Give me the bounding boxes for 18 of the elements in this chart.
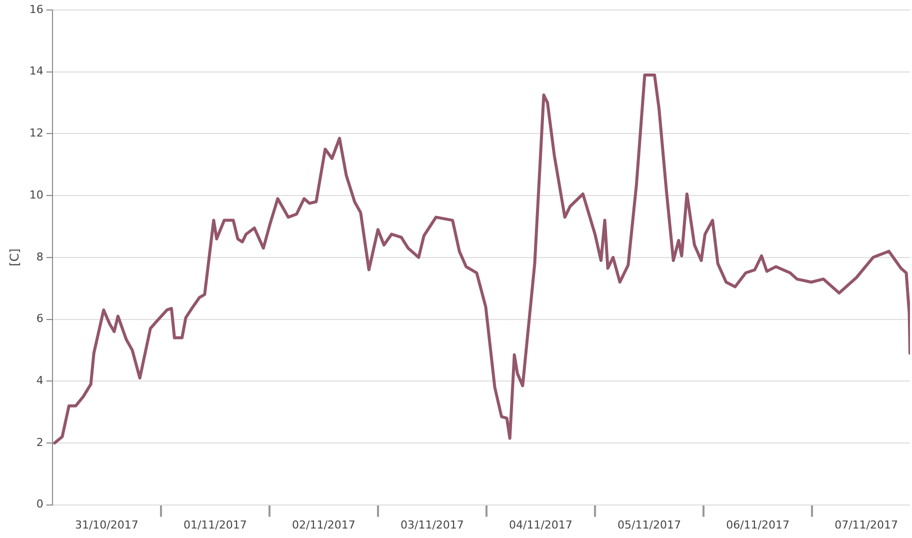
x-tick-label: 01/11/2017 <box>183 518 247 532</box>
y-axis-title: [C] <box>7 248 22 266</box>
y-tick-label: 16 <box>29 2 44 16</box>
y-tick-label: 14 <box>29 64 44 78</box>
x-tick-label: 06/11/2017 <box>726 518 790 532</box>
y-tick-label: 6 <box>36 312 44 326</box>
y-tick-label: 10 <box>29 188 44 202</box>
x-tick-label: 07/11/2017 <box>834 518 898 532</box>
x-tick-label: 05/11/2017 <box>618 518 681 532</box>
y-tick-label: 0 <box>36 498 44 511</box>
x-tick-label: 04/11/2017 <box>509 518 572 532</box>
y-tick-label: 12 <box>29 126 44 140</box>
x-tick-label: 03/11/2017 <box>400 518 464 532</box>
x-tick-label: 31/10/2017 <box>74 518 138 532</box>
y-tick-label: 4 <box>36 374 44 387</box>
x-tick-label: 02/11/2017 <box>292 518 356 532</box>
y-tick-label: 8 <box>36 250 44 264</box>
y-tick-label: 2 <box>36 436 44 449</box>
